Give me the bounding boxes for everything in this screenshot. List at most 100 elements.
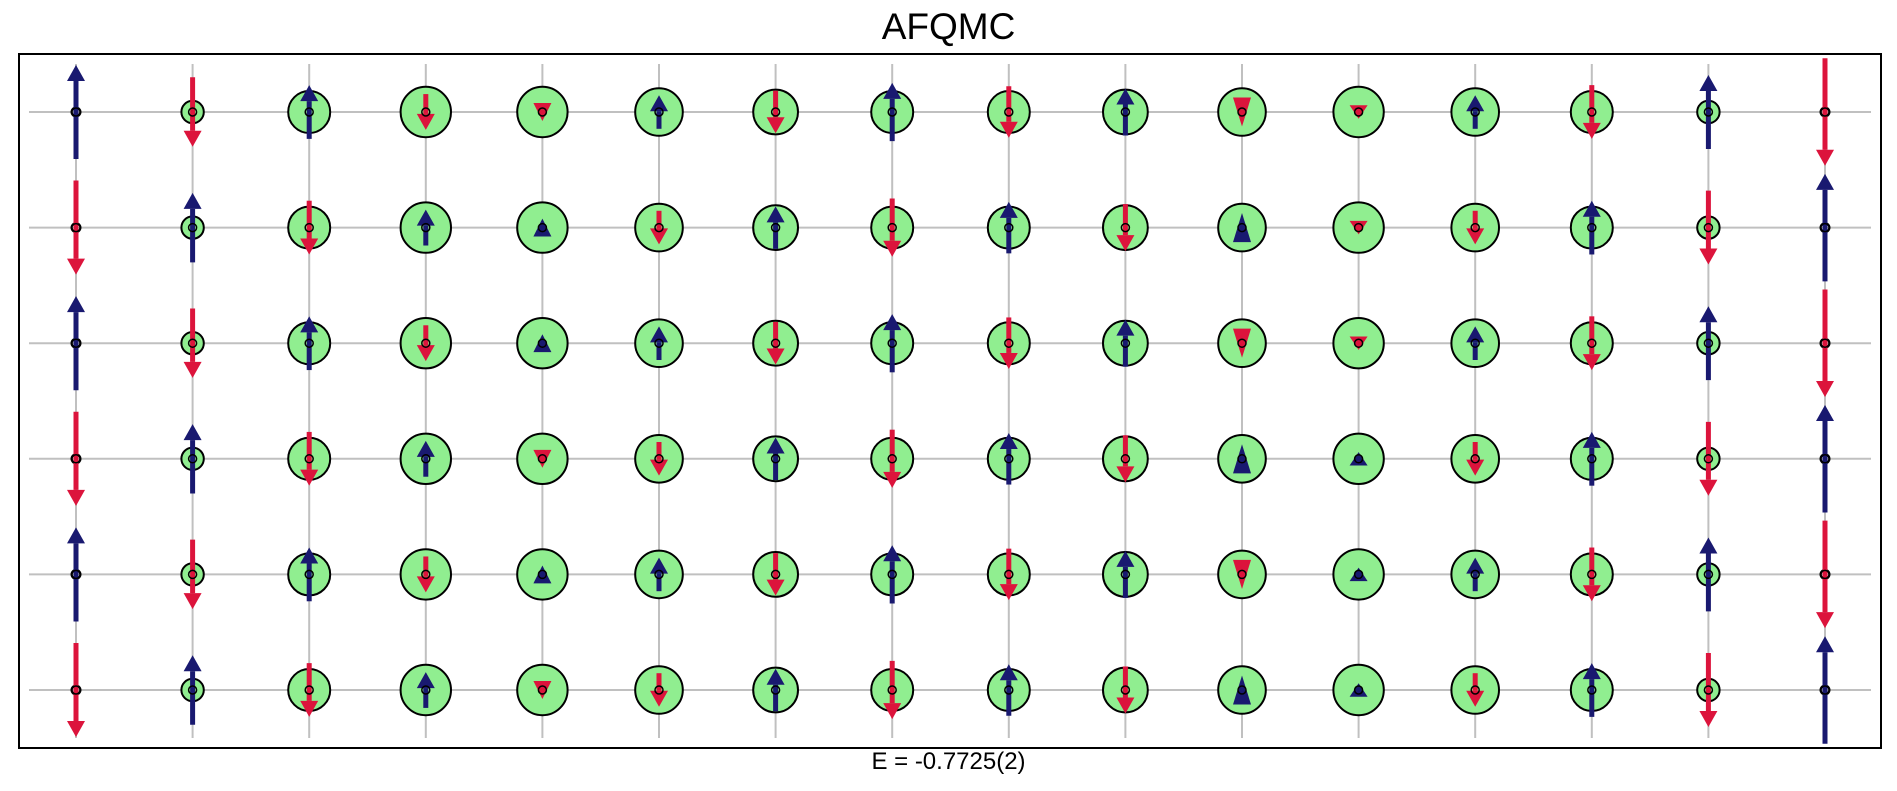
site-marker xyxy=(770,222,781,233)
spin-up-arrow-head xyxy=(1582,431,1601,448)
site-marker xyxy=(1237,222,1247,233)
site-marker xyxy=(1703,222,1714,233)
spin-up-arrow-head xyxy=(1116,319,1135,336)
spin-down-arrow-head xyxy=(883,471,902,488)
spin-up-arrow-head xyxy=(650,557,668,574)
spin-down-arrow-head xyxy=(650,459,668,476)
site-marker xyxy=(1237,454,1247,464)
site-marker xyxy=(1820,454,1830,464)
lattice-site xyxy=(752,551,799,598)
spin-up-arrow-head xyxy=(883,314,902,331)
site-marker xyxy=(187,454,198,464)
lattice-site xyxy=(180,308,205,378)
spin-up-arrow-head xyxy=(883,82,902,99)
lattice-site xyxy=(1332,432,1385,485)
site-marker xyxy=(71,454,81,464)
site-marker xyxy=(1703,569,1714,580)
spin-up-arrow-head xyxy=(1582,663,1601,680)
lattice-site xyxy=(399,201,452,254)
spin-down-arrow-head xyxy=(67,721,85,738)
spin-down-arrow-head xyxy=(183,593,202,610)
lattice-site xyxy=(287,547,332,602)
lattice-site xyxy=(1450,434,1500,484)
lattice-site xyxy=(1217,318,1267,369)
lattice-site xyxy=(634,665,684,715)
site-marker xyxy=(654,685,664,695)
site-marker xyxy=(421,338,431,348)
spin-up-arrow-head xyxy=(67,296,85,313)
lattice-site xyxy=(1569,431,1614,486)
spin-down-arrow-head xyxy=(1349,105,1368,119)
site-marker xyxy=(304,569,314,580)
lattice-site xyxy=(399,432,452,485)
spin-up-arrow-head xyxy=(533,218,552,237)
site-marker xyxy=(1820,685,1830,695)
site-marker xyxy=(887,338,897,348)
lattice-site xyxy=(1816,58,1834,166)
lattice-site xyxy=(67,296,85,391)
site-marker xyxy=(1120,454,1131,464)
lattice-site xyxy=(752,88,799,136)
lattice-site xyxy=(986,201,1031,254)
site-marker xyxy=(1470,454,1480,464)
spin-down-arrow-head xyxy=(1233,328,1251,358)
site-marker xyxy=(421,454,431,464)
spin-down-arrow-head xyxy=(650,228,668,245)
spin-down-arrow-head xyxy=(1116,697,1135,714)
spin-down-arrow-head xyxy=(533,681,552,699)
site-marker xyxy=(1120,569,1131,580)
site-marker xyxy=(537,107,548,117)
site-marker xyxy=(71,685,81,695)
energy-caption: E = -0.7725(2) xyxy=(871,748,1026,775)
site-marker xyxy=(1237,107,1247,117)
lattice-site xyxy=(634,549,684,600)
site-marker xyxy=(1237,338,1247,348)
site-marker xyxy=(1703,107,1714,117)
site-marker xyxy=(1004,222,1014,233)
spin-down-arrow-head xyxy=(766,117,785,134)
site-marker xyxy=(421,107,431,117)
lattice-site xyxy=(1696,190,1721,265)
lattice-site xyxy=(1696,75,1721,149)
site-marker xyxy=(654,107,664,117)
lattice-site xyxy=(1816,173,1834,282)
lattice-site xyxy=(516,201,569,254)
figure-title: AFQMC xyxy=(881,6,1016,47)
spin-down-arrow-head xyxy=(999,121,1018,138)
lattice-site xyxy=(287,85,332,139)
spin-down-arrow-head xyxy=(183,130,202,147)
lattice-site xyxy=(399,85,452,139)
lattice-site xyxy=(180,655,205,725)
site-marker xyxy=(1120,685,1131,695)
spin-up-arrow-head xyxy=(1699,537,1718,554)
spin-up-arrow-head xyxy=(883,545,902,562)
lattice-site xyxy=(399,317,452,370)
lattice-site xyxy=(67,411,85,506)
spin-down-arrow-head xyxy=(1466,459,1485,476)
lattice-site xyxy=(1332,548,1385,601)
lattice-site xyxy=(1217,665,1267,715)
spin-down-arrow-head xyxy=(1349,220,1368,235)
site-marker xyxy=(1820,107,1830,117)
spin-down-arrow-head xyxy=(1116,466,1135,483)
site-marker xyxy=(770,569,781,580)
site-marker xyxy=(537,569,548,580)
site-marker xyxy=(71,569,81,580)
site-marker xyxy=(1353,107,1364,117)
lattice-site xyxy=(752,435,799,483)
lattice-site xyxy=(634,434,684,484)
lattice-site xyxy=(1569,200,1614,255)
site-marker xyxy=(1470,685,1480,695)
lattice-site xyxy=(1569,547,1614,602)
lattice-site xyxy=(752,666,799,714)
lattice-site xyxy=(1332,317,1385,370)
spin-up-arrow-head xyxy=(533,565,552,584)
site-marker xyxy=(654,569,664,580)
spin-up-arrow-head xyxy=(183,655,202,672)
lattice-site xyxy=(870,660,915,720)
spin-up-arrow-head xyxy=(999,201,1018,218)
spin-up-arrow-head xyxy=(300,316,319,333)
spin-down-arrow-head xyxy=(1466,228,1485,245)
site-marker xyxy=(1587,685,1597,695)
site-marker xyxy=(654,454,664,464)
